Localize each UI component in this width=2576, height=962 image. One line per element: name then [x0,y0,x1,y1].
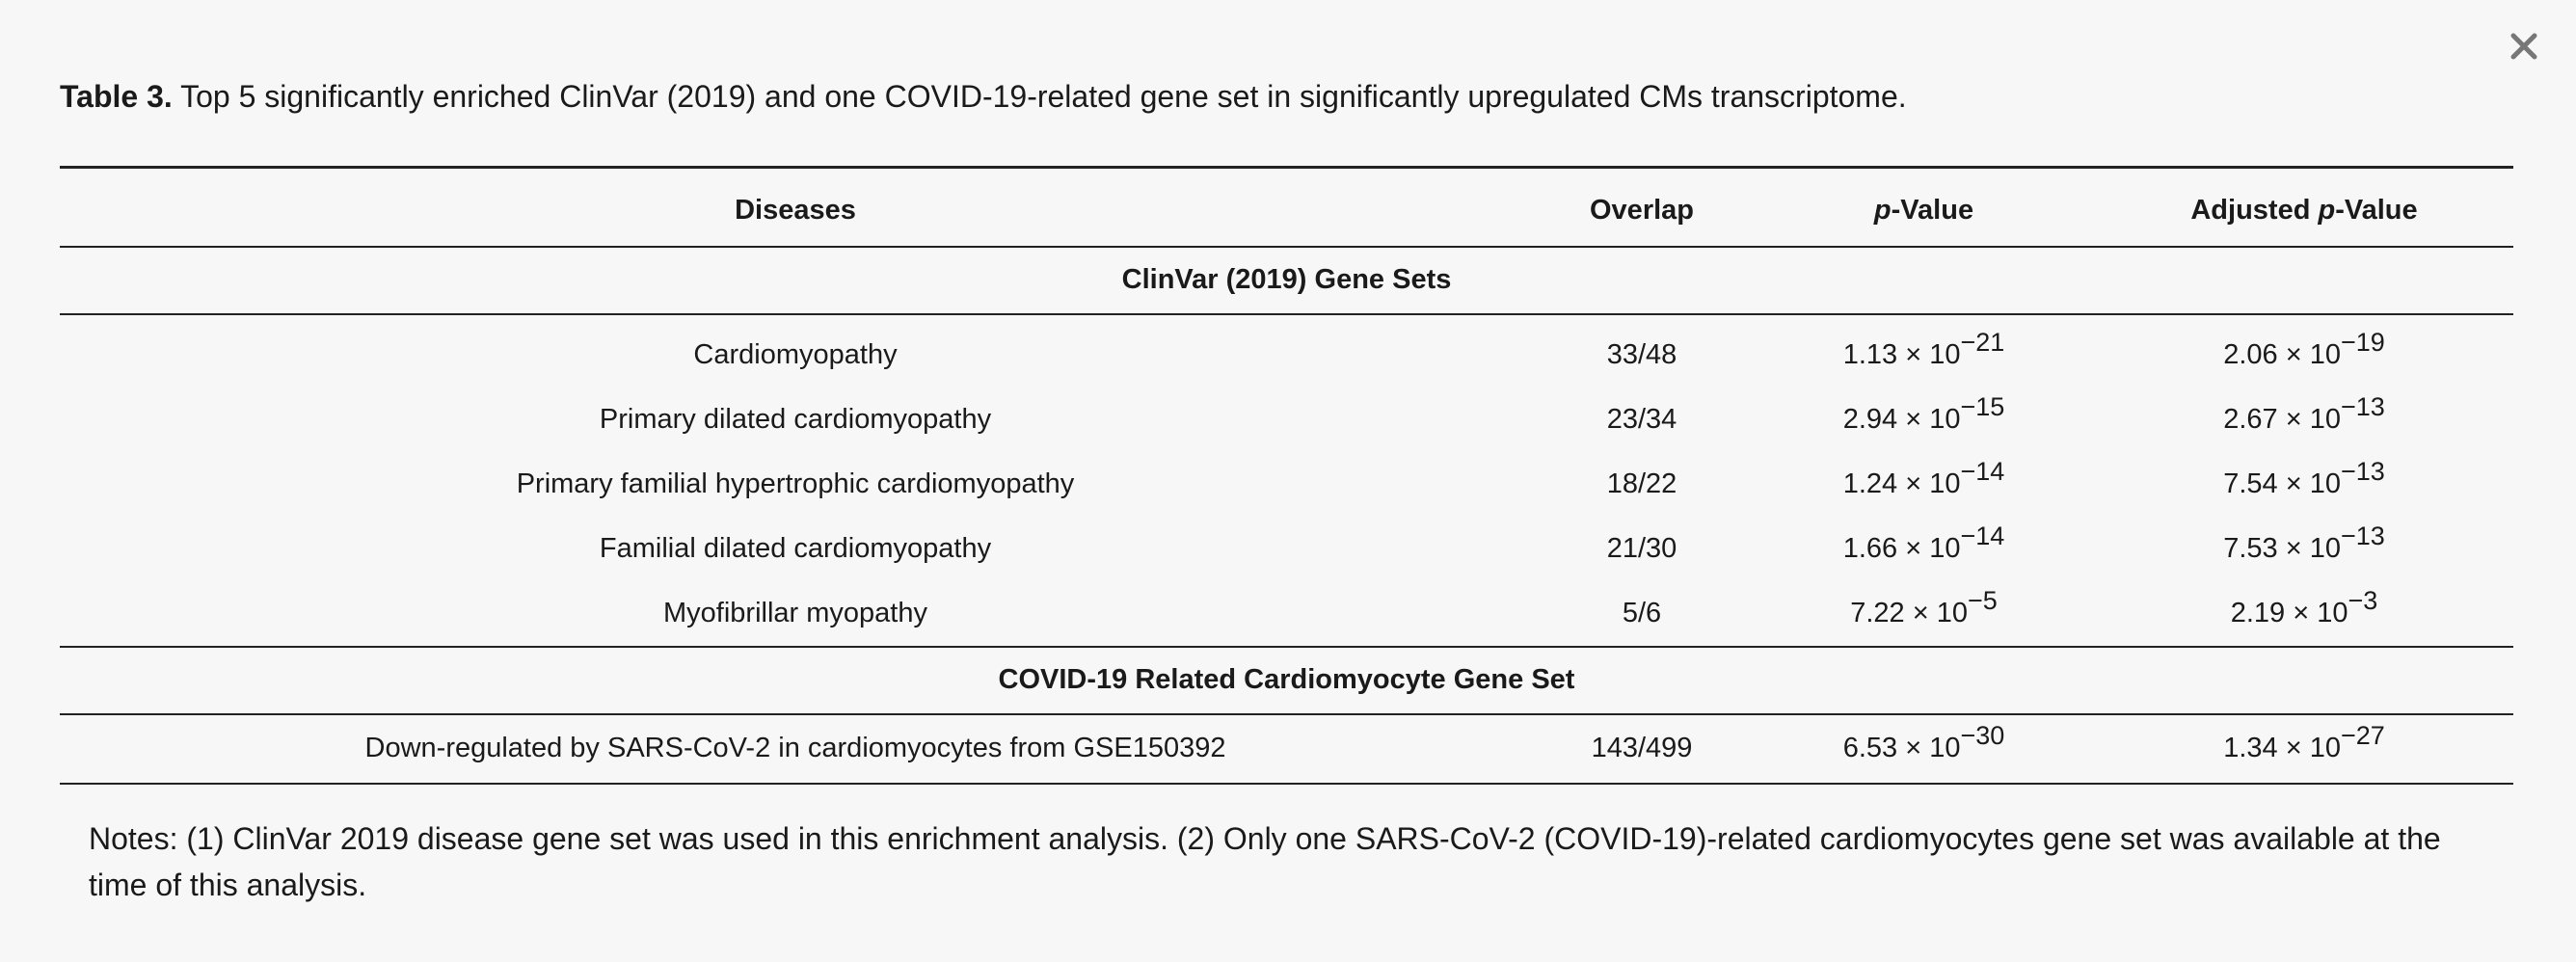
disease-cell: Primary dilated cardiomyopathy [599,403,992,435]
disease-cell: Myofibrillar myopathy [663,597,927,628]
disease-cell: Familial dilated cardiomyopathy [599,532,992,564]
section-header-row: ClinVar (2019) Gene Sets [60,246,2513,315]
header-adjusted-pvalue: Adjusted p-Value [2095,166,2513,248]
pvalue-cell: 1.24 × 10−14 [1842,456,2005,499]
overlap-cell: 143/499 [1531,713,1753,785]
enrichment-table: Diseases Overlap p-Value Adjusted p-Valu… [60,166,2513,785]
section-title: ClinVar (2019) Gene Sets [60,246,2513,315]
adjusted-pvalue-cell: 2.67 × 10−13 [2223,391,2385,435]
table-caption: Table 3. Top 5 significantly enriched Cl… [60,75,2499,118]
adjusted-pvalue-cell: 2.06 × 10−19 [2223,327,2385,370]
header-pvalue: p-Value [1753,166,2095,248]
table-row: Primary dilated cardiomyopathy 23/34 2.9… [60,387,2513,452]
pvalue-cell: 6.53 × 10−30 [1753,713,2095,785]
adjusted-pvalue-cell: 7.54 × 10−13 [2223,456,2385,499]
table-row: Cardiomyopathy 33/48 1.13 × 10−21 2.06 ×… [60,314,2513,387]
overlap-cell: 18/22 [1606,468,1677,499]
header-overlap: Overlap [1531,166,1753,248]
overlap-cell: 33/48 [1606,338,1677,370]
adjusted-pvalue-cell: 2.19 × 10−3 [2230,585,2378,628]
close-button[interactable] [2503,25,2545,67]
table-row: Myofibrillar myopathy 5/6 7.22 × 10−5 2.… [60,581,2513,647]
header-diseases: Diseases [60,166,1531,248]
disease-cell: Primary familial hypertrophic cardiomyop… [516,468,1075,499]
overlap-cell: 5/6 [1622,597,1662,628]
adjusted-pvalue-cell: 1.34 × 10−27 [2095,713,2513,785]
caption-text: Top 5 significantly enriched ClinVar (20… [180,79,1907,114]
table-row: Down-regulated by SARS-CoV-2 in cardiomy… [60,713,2513,785]
table-row: Primary familial hypertrophic cardiomyop… [60,452,2513,517]
pvalue-cell: 1.13 × 10−21 [1842,327,2005,370]
overlap-cell: 23/34 [1606,403,1677,435]
section-header-row: COVID-19 Related Cardiomyocyte Gene Set [60,645,2513,715]
caption-label: Table 3. [60,79,173,114]
overlap-cell: 21/30 [1606,532,1677,564]
adjusted-pvalue-cell: 7.53 × 10−13 [2223,521,2385,564]
close-icon [2510,33,2537,60]
table-header-row: Diseases Overlap p-Value Adjusted p-Valu… [60,166,2513,248]
pvalue-cell: 1.66 × 10−14 [1842,521,2005,564]
pvalue-cell: 7.22 × 10−5 [1850,585,1998,628]
disease-cell: Cardiomyopathy [693,338,898,370]
section-title: COVID-19 Related Cardiomyocyte Gene Set [60,645,2513,715]
disease-cell: Down-regulated by SARS-CoV-2 in cardiomy… [60,713,1531,785]
table-row: Familial dilated cardiomyopathy 21/30 1.… [60,517,2513,581]
pvalue-cell: 2.94 × 10−15 [1842,391,2005,435]
table-notes: Notes: (1) ClinVar 2019 disease gene set… [89,821,2441,902]
